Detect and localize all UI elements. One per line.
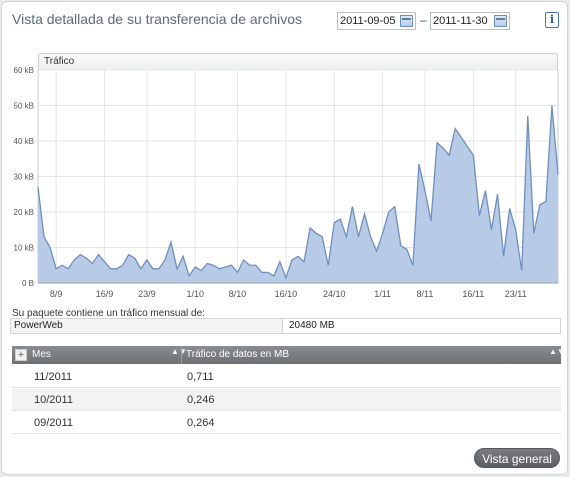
x-tick-label: 24/10 (323, 289, 346, 299)
sort-icon[interactable]: ▲▼ (171, 347, 187, 356)
sort-icon[interactable]: ▲▼ (549, 347, 565, 356)
x-tick-label: 23/11 (505, 289, 527, 299)
x-tick-label: 8/10 (229, 289, 247, 299)
x-tick-label: 16/11 (462, 289, 484, 299)
chart-legend: Tráfico (38, 53, 558, 70)
date-to-value: 2011-11-30 (433, 15, 488, 27)
x-tick-label: 16/10 (275, 289, 298, 299)
y-tick-label: 40 kB (14, 137, 34, 146)
column-divider[interactable] (181, 346, 182, 364)
table-row[interactable]: 10/2011 0,246 (12, 389, 561, 411)
column-header-traffic[interactable]: Tráfico de datos en MB (186, 349, 290, 360)
quota-product: PowerWeb (11, 319, 283, 333)
y-tick-label: 10 kB (14, 244, 34, 253)
date-range-separator: – (420, 13, 427, 27)
calendar-icon[interactable] (400, 15, 413, 27)
overview-button[interactable]: Vista general (474, 448, 560, 468)
y-tick-label: 30 kB (14, 173, 34, 182)
y-tick-label: 60 kB (14, 66, 34, 75)
traffic-chart-svg: 0 B 10 kB 20 kB 30 kB 40 kB 50 kB 60 kB 8/9 16/9… (14, 66, 559, 299)
legend-label: Tráfico (44, 56, 75, 67)
traffic-area (38, 105, 558, 283)
x-tick-label: 23/9 (138, 289, 156, 299)
quota-table: PowerWeb 20480 MB (10, 318, 561, 334)
x-tick-label: 8/11 (417, 289, 434, 299)
cell-month: 10/2011 (34, 394, 73, 406)
info-button[interactable]: i (545, 12, 559, 28)
table-row[interactable]: 11/2011 0,711 (12, 366, 561, 388)
quota-value: 20480 MB (289, 320, 335, 331)
page-title: Vista detallada de su transferencia de a… (12, 11, 303, 27)
cell-month: 09/2011 (34, 417, 73, 429)
date-from-input[interactable]: 2011-09-05 (337, 12, 416, 30)
x-tick-label: 1/10 (186, 289, 204, 299)
quota-label: Su paquete contiene un tráfico mensual d… (12, 308, 205, 319)
traffic-chart: Tráfico 0 B 10 kB 20 kB 30 kB 40 kB 50 kB 60 k… (2, 48, 567, 308)
table-header: + Mes ▲▼ Tráfico de datos en MB ▲▼ (12, 346, 565, 364)
cell-traffic: 0,264 (187, 417, 215, 429)
date-from-value: 2011-09-05 (340, 15, 396, 27)
table-row[interactable]: 09/2011 0,264 (12, 412, 561, 434)
y-tick-label: 50 kB (14, 102, 34, 111)
date-to-input[interactable]: 2011-11-30 (430, 12, 510, 30)
traffic-line (37, 105, 559, 280)
calendar-icon[interactable] (494, 15, 507, 27)
cell-month: 11/2011 (34, 371, 73, 383)
y-tick-label: 20 kB (14, 208, 34, 217)
x-tick-label: 16/9 (96, 289, 114, 299)
x-tick-label: 8/9 (50, 289, 63, 299)
monthly-traffic-table: + Mes ▲▼ Tráfico de datos en MB ▲▼ 11/20… (12, 346, 565, 436)
x-tick-label: 1/11 (374, 289, 391, 299)
add-icon[interactable]: + (15, 349, 27, 361)
column-header-month[interactable]: Mes (32, 349, 51, 360)
y-tick-label: 0 B (22, 279, 34, 288)
cell-traffic: 0,711 (187, 371, 214, 383)
cell-traffic: 0,246 (187, 394, 215, 406)
